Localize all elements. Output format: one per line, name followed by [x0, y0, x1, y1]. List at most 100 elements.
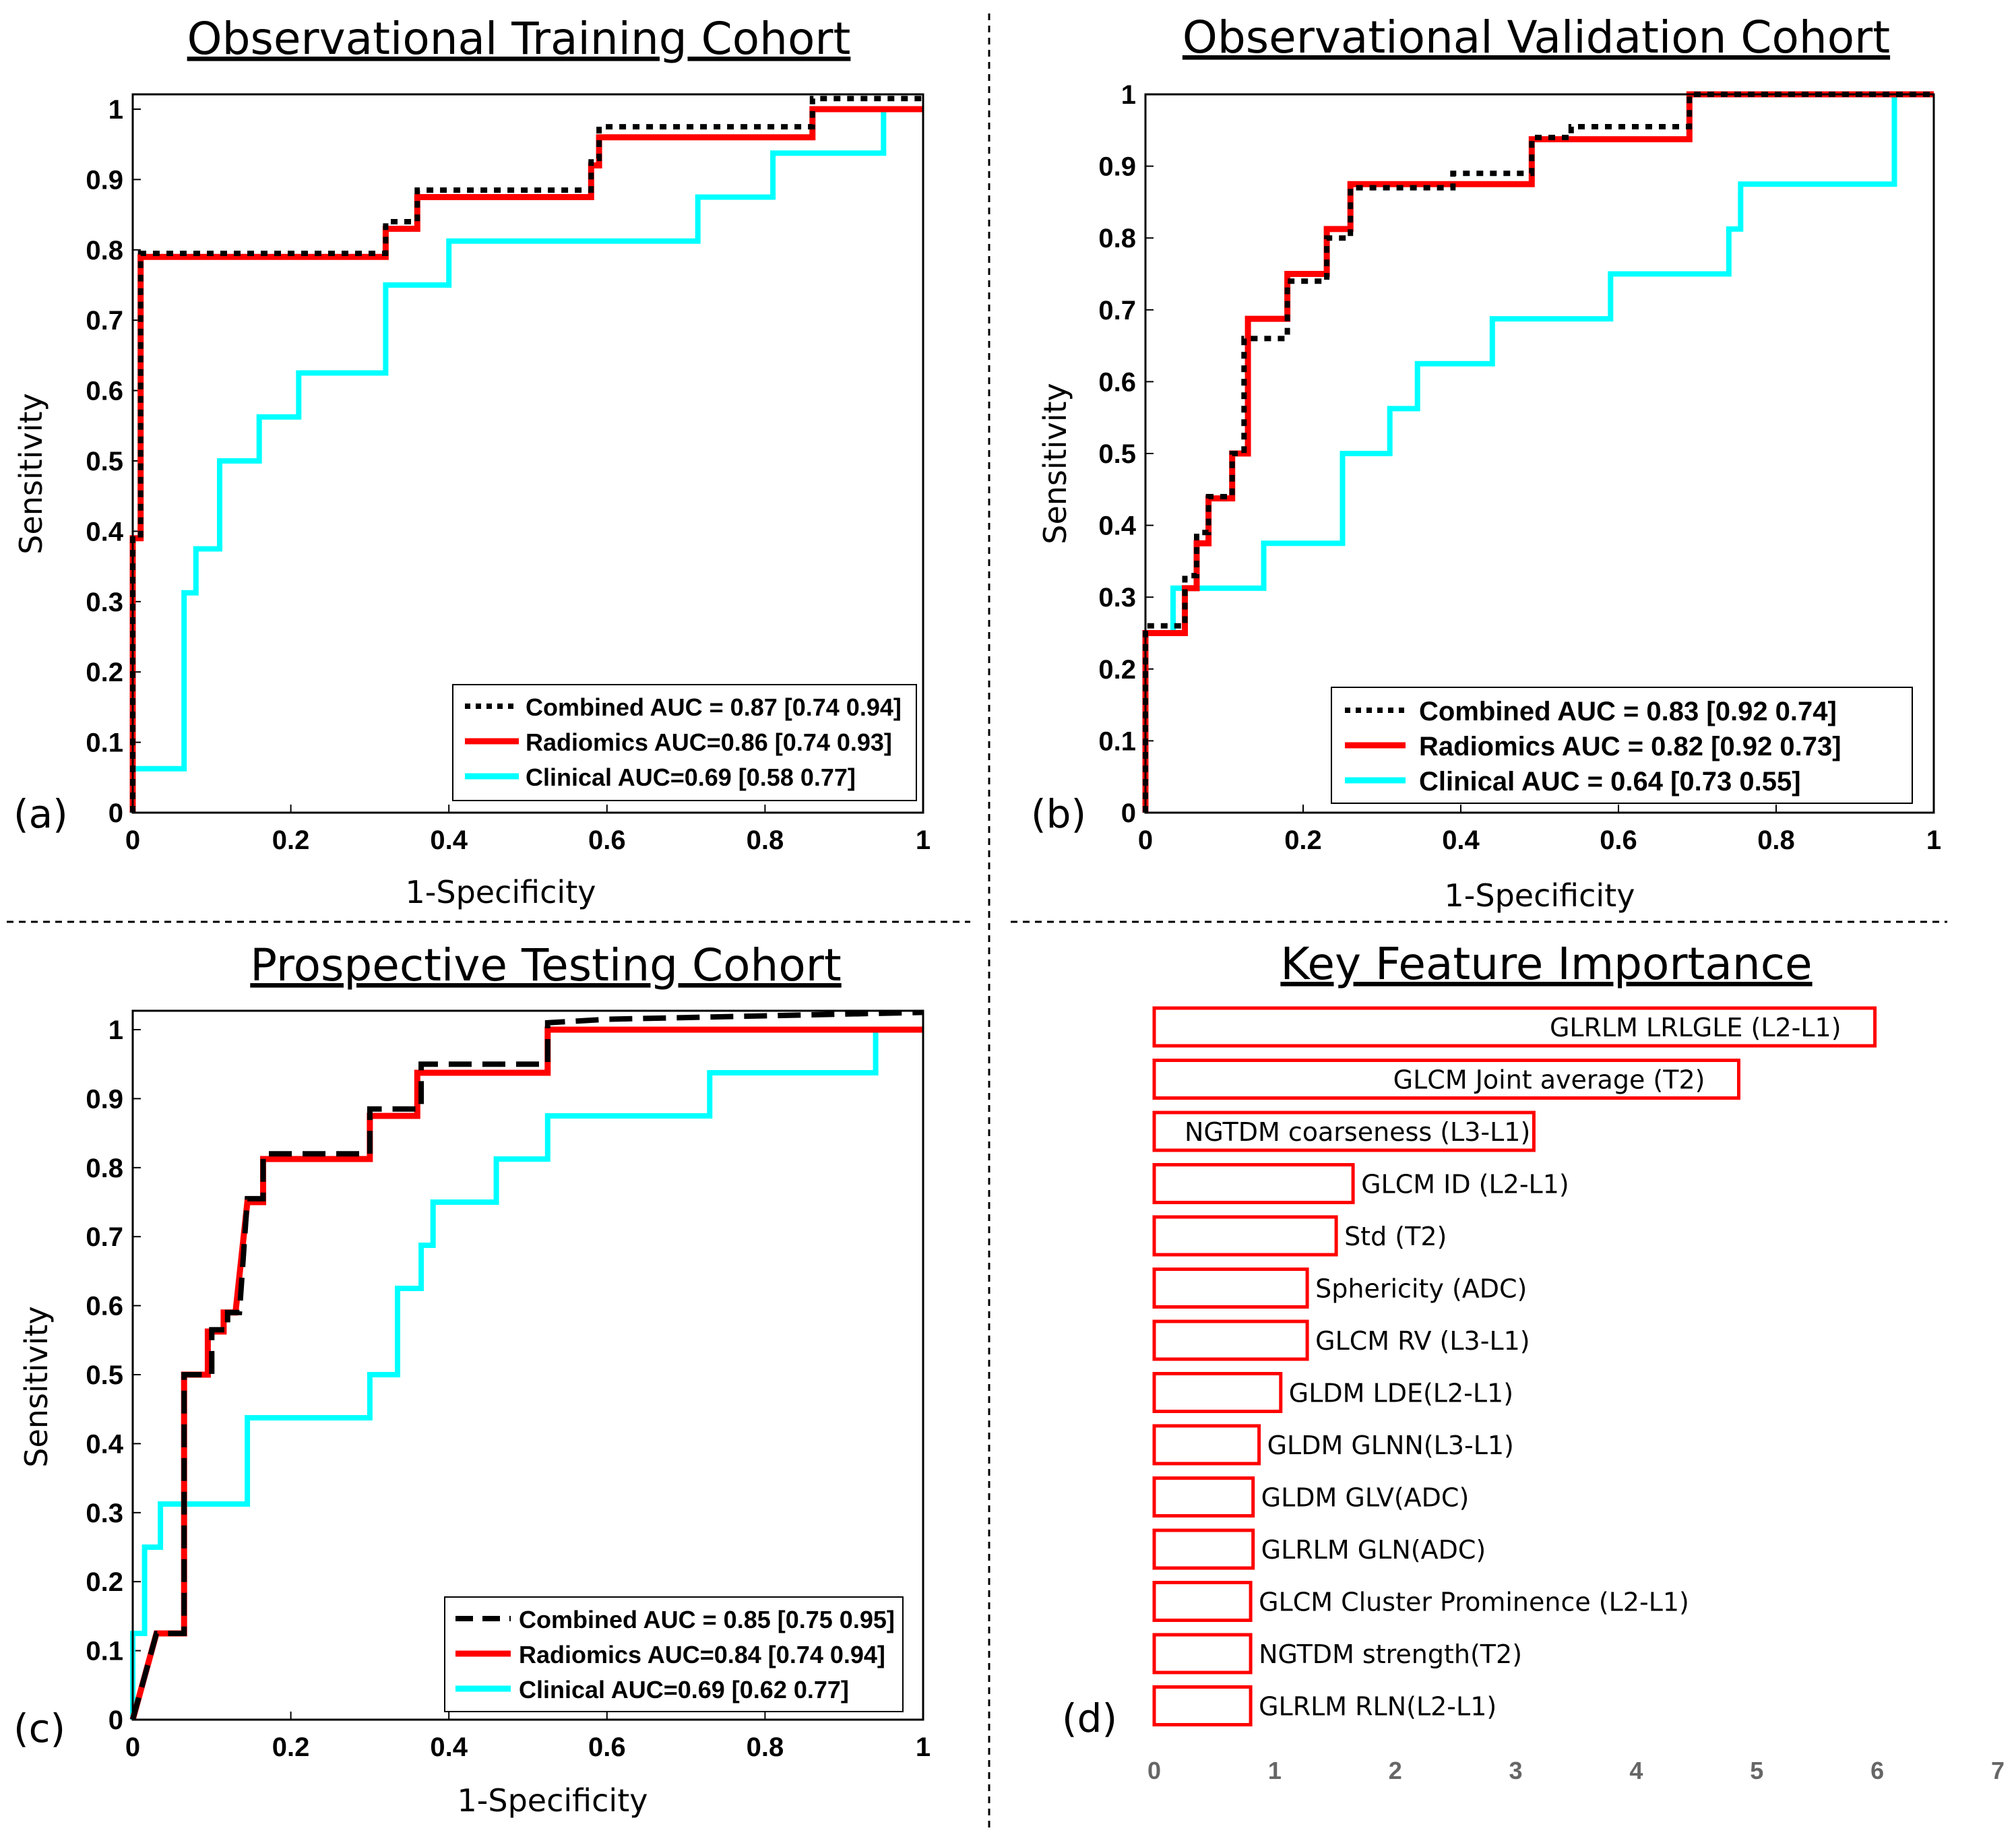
y-tick-label: 0.9: [86, 165, 123, 195]
x-tick-label: 0.2: [272, 1732, 310, 1762]
panel-label: (c): [13, 1706, 65, 1751]
chart-title: Observational Validation Cohort: [1183, 11, 1890, 63]
y-tick-label: 0.9: [86, 1084, 123, 1114]
feature-label: GLDM GLNN(L3-L1): [1267, 1431, 1514, 1460]
y-axis-label: Sensitivity: [13, 393, 49, 554]
feature-bar: [1152, 1163, 1355, 1204]
axes: 0 0.1 0.2 0.3 0.4 0.5 0.6 0.7 0.8 0.9 1 0 0.2 0.4 0.6 0…: [1098, 80, 1941, 855]
y-tick-label: 0.9: [1098, 152, 1136, 182]
x-tick-label: 0.8: [747, 825, 784, 855]
x-tick-label: 0: [1147, 1757, 1161, 1784]
panel-label: (d): [1062, 1695, 1117, 1741]
legend-entry-radiomics: Radiomics AUC = 0.82 [0.92 0.73]: [1419, 732, 1841, 761]
y-tick-label: 0.6: [1098, 367, 1136, 397]
feature-label: NGTDM strength(T2): [1259, 1639, 1522, 1669]
curves: [129, 96, 923, 813]
feature-label: Sphericity (ADC): [1315, 1274, 1527, 1304]
roc-curve-radiomics: [129, 106, 923, 813]
legend-entry-radiomics: Radiomics AUC=0.84 [0.74 0.94]: [519, 1641, 885, 1668]
feature-label: GLCM RV (L3-L1): [1315, 1326, 1530, 1356]
x-axis-ticks: 0 1 2 3 4 5 6 7: [1147, 1757, 2005, 1784]
x-tick-label: 0: [1138, 825, 1153, 855]
x-tick-label: 0.8: [1757, 825, 1795, 855]
x-tick-label: 2: [1389, 1757, 1402, 1784]
x-tick-label: 5: [1750, 1757, 1763, 1784]
x-tick-label: 0.6: [588, 1732, 626, 1762]
feature-label: GLDM LDE(L2-L1): [1289, 1379, 1513, 1408]
feature-bar: [1152, 1268, 1309, 1309]
y-tick-label: 0: [108, 799, 123, 828]
feature-bar: [1152, 1372, 1283, 1413]
y-tick-label: 0.4: [1098, 511, 1136, 541]
bars: GLRLM LRLGLE (L2-L1) GLCM Joint average (…: [1152, 1006, 1877, 1726]
legend-box: [452, 684, 917, 801]
feature-bar: [1152, 1111, 1536, 1152]
x-tick-label: 0.2: [1284, 825, 1322, 855]
legend: Combined AUC = 0.85 [0.75 0.95] Radiomic…: [444, 1596, 904, 1712]
legend-entry-clinical: Clinical AUC = 0.64 [0.73 0.55]: [1419, 767, 1801, 796]
feature-label: GLCM Cluster Prominence (L2-L1): [1259, 1588, 1689, 1617]
x-tick-label: 0.4: [1442, 825, 1480, 855]
axes: 0 0.1 0.2 0.3 0.4 0.5 0.6 0.7 0.8 0.9 1 0 0.2 0.4 0.6 0…: [86, 95, 931, 855]
feature-importance-panel: Key Feature Importance GLRLM LRLGLE (L2-…: [1062, 938, 2005, 1784]
y-axis-label: Sensitivity: [18, 1306, 55, 1467]
y-tick-label: 0.6: [86, 1292, 123, 1321]
feature-bar: [1152, 1059, 1740, 1100]
y-tick-label: 0.7: [1098, 296, 1136, 325]
x-tick-label: 0: [125, 1732, 140, 1762]
feature-bar: [1152, 1528, 1255, 1570]
panel-label: (b): [1031, 791, 1086, 837]
panel-label: (a): [13, 791, 68, 837]
y-tick-label: 0.2: [86, 1567, 123, 1597]
x-tick-label: 0.4: [430, 825, 468, 855]
x-tick-label: 1: [916, 1732, 931, 1762]
feature-bar: [1152, 1685, 1253, 1726]
roc-panel-a: Observational Training Cohort 0 0.1 0.2 0.3…: [13, 13, 931, 910]
roc-panel-c: Prospective Testing Cohort 0 0.1 0.2 0.3 0.4…: [13, 939, 931, 1819]
x-axis-label: 1-Specificity: [1445, 877, 1635, 914]
axes: 0 0.1 0.2 0.3 0.4 0.5 0.6 0.7 0.8 0.9 1 0 0.2 0.4 0.6 0…: [86, 1015, 931, 1762]
y-tick-label: 0.3: [1098, 583, 1136, 613]
x-tick-label: 0.6: [1600, 825, 1637, 855]
feature-label: GLDM GLV(ADC): [1261, 1483, 1470, 1513]
feature-bar: [1152, 1215, 1338, 1257]
roc-curve-combined: [130, 96, 923, 813]
y-tick-label: 0.8: [86, 236, 123, 265]
feature-label: GLRLM LRLGLE (L2-L1): [1550, 1013, 1841, 1042]
legend-box: [1331, 687, 1913, 804]
legend: Combined AUC = 0.83 [0.92 0.74] Radiomic…: [1331, 687, 1913, 804]
legend-box: [444, 1596, 904, 1712]
feature-bar: [1152, 1633, 1253, 1675]
y-tick-label: 0.3: [86, 1499, 123, 1528]
legend-entry-combined: Combined AUC = 0.83 [0.92 0.74]: [1419, 697, 1837, 726]
roc-curve-combined: [1143, 92, 1934, 813]
y-tick-label: 1: [108, 95, 123, 125]
feature-label: Std (T2): [1344, 1222, 1447, 1251]
x-tick-label: 3: [1509, 1757, 1523, 1784]
plot-frame: [131, 93, 924, 814]
y-tick-label: 0.3: [86, 588, 123, 617]
y-tick-label: 0.1: [86, 1637, 123, 1666]
curves: [1142, 91, 1934, 813]
feature-bar: [1152, 1006, 1877, 1048]
legend-entry-combined: Combined AUC = 0.85 [0.75 0.95]: [519, 1606, 895, 1633]
feature-label: GLRLM RLN(L2-L1): [1259, 1692, 1497, 1722]
plot-frame: [131, 1009, 924, 1721]
y-tick-label: 0.8: [86, 1154, 123, 1183]
x-tick-label: 0.6: [588, 825, 626, 855]
y-tick-label: 0.2: [86, 658, 123, 687]
chart-title: Prospective Testing Cohort: [250, 939, 841, 991]
roc-curve-clinical: [130, 106, 923, 813]
y-tick-label: 0: [1121, 799, 1136, 828]
y-tick-label: 0.8: [1098, 224, 1136, 253]
x-axis-label: 1-Specificity: [458, 1782, 648, 1819]
roc-curve-clinical: [1143, 92, 1934, 813]
legend-entry-radiomics: Radiomics AUC=0.86 [0.74 0.93]: [526, 728, 892, 756]
y-tick-label: 0.5: [86, 1361, 123, 1390]
y-tick-label: 0.6: [86, 377, 123, 406]
y-tick-label: 0.4: [86, 517, 123, 546]
y-tick-label: 0.1: [86, 728, 123, 758]
legend-entry-combined: Combined AUC = 0.87 [0.74 0.94]: [526, 693, 902, 721]
y-axis-label: Sensitivity: [1037, 383, 1073, 544]
